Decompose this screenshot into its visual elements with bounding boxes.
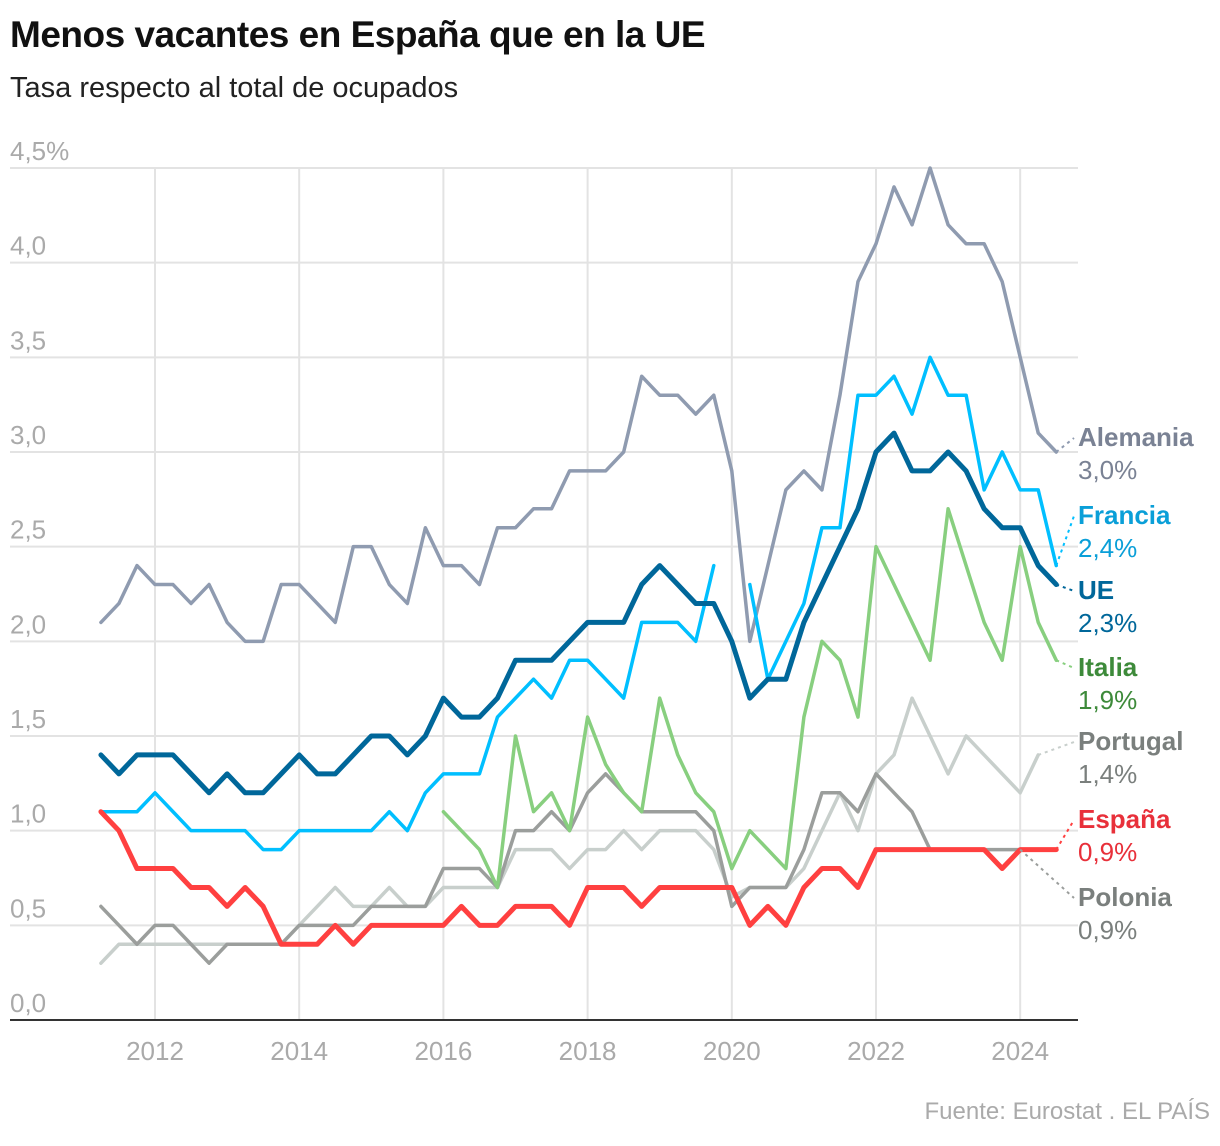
series-label-name: Alemania [1078, 422, 1194, 452]
y-tick-label: 3,0 [10, 420, 46, 450]
x-tick-label: 2022 [847, 1036, 905, 1066]
series-label-name: Polonia [1078, 882, 1172, 912]
series-label-value: 2,3% [1078, 608, 1137, 638]
label-connector [1055, 583, 1075, 592]
chart-title: Menos vacantes en España que en la UE [10, 14, 706, 55]
x-tick-label: 2016 [414, 1036, 472, 1066]
series-label-value: 2,4% [1078, 533, 1137, 563]
series-line-francia [748, 355, 1058, 681]
x-tick-label: 2024 [991, 1036, 1049, 1066]
y-tick-label: 4,5% [10, 136, 69, 166]
series-label-value: 3,0% [1078, 455, 1137, 485]
series-line-polonia [99, 772, 1022, 965]
series-line-ue [98, 430, 1059, 796]
series-label-name: Portugal [1078, 726, 1183, 756]
series-line-italia [441, 507, 1058, 890]
series-line-españa [98, 809, 1059, 947]
x-tick-label: 2018 [559, 1036, 617, 1066]
y-tick-label: 2,0 [10, 609, 46, 639]
series-label-value: 1,4% [1078, 759, 1137, 789]
series-label-name: España [1078, 804, 1171, 834]
source-note: Fuente: Eurostat . EL PAÍS [924, 1098, 1210, 1125]
x-axis: 2012 2014 2016 2018 2020 2022 2024 [10, 1019, 1078, 1066]
label-connector [1055, 659, 1075, 669]
x-tick-label: 2014 [270, 1036, 328, 1066]
label-connector [1019, 848, 1075, 899]
y-tick-label: 0,0 [10, 988, 46, 1018]
y-axis: 0,0 0,5 1,0 1,5 2,0 2,5 3,0 3,5 4,0 4,5% [10, 136, 69, 1018]
grid [10, 167, 1078, 1020]
chart-subtitle: Tasa respecto al total de ocupados [10, 72, 459, 104]
series-labels: Alemania3,0%Portugal1,4%Polonia0,9%Itali… [1019, 422, 1194, 945]
label-connector [1055, 515, 1075, 566]
y-tick-label: 1,5 [10, 704, 46, 734]
series-label-value: 1,9% [1078, 685, 1137, 715]
y-tick-label: 4,0 [10, 231, 46, 261]
label-connector [1055, 819, 1075, 851]
series-lines [98, 166, 1059, 965]
y-tick-label: 0,5 [10, 893, 46, 923]
label-connector [1037, 741, 1075, 756]
y-tick-label: 2,5 [10, 515, 46, 545]
series-label-name: Italia [1078, 652, 1138, 682]
series-label-value: 0,9% [1078, 915, 1137, 945]
x-tick-label: 2020 [703, 1036, 761, 1066]
series-label-value: 0,9% [1078, 837, 1137, 867]
series-label-name: Francia [1078, 500, 1171, 530]
series-line-alemania [99, 166, 1058, 644]
label-connector [1055, 437, 1075, 453]
y-tick-label: 3,5 [10, 325, 46, 355]
series-label-name: UE [1078, 575, 1114, 605]
series-line-francia [99, 563, 716, 852]
y-tick-label: 1,0 [10, 799, 46, 829]
x-tick-label: 2012 [126, 1036, 184, 1066]
